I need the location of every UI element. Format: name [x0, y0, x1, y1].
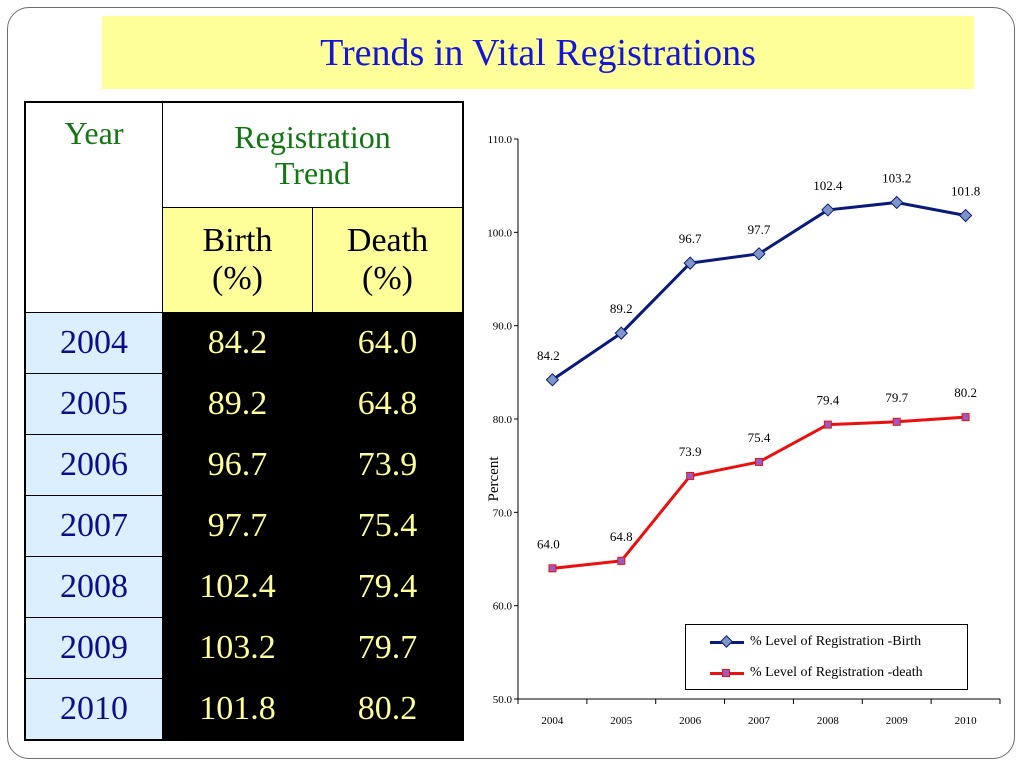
data-label-death: 73.9 [679, 444, 702, 459]
cell-death: 64.0 [312, 312, 464, 374]
chart-legend: % Level of Registration -Birth % Level o… [685, 624, 968, 690]
table-subheader-row: Birth (%) Death (%) [25, 207, 464, 313]
cell-birth: 84.2 [162, 312, 313, 374]
y-tick-label: 100.0 [487, 227, 512, 239]
data-label-birth: 102.4 [813, 178, 843, 193]
legend-line-birth [710, 634, 744, 648]
table-row: 2005 89.2 64.8 [24, 373, 464, 435]
cell-birth: 97.7 [162, 495, 313, 557]
cell-death: 80.2 [312, 678, 464, 741]
data-label-death: 75.4 [748, 430, 771, 445]
data-label-death: 80.2 [954, 385, 977, 400]
cell-year: 2004 [24, 312, 163, 374]
registration-table: Year Registration Trend Birth (%) Death … [24, 101, 464, 741]
y-tick-label: 70.0 [493, 507, 513, 519]
data-label-death: 79.7 [885, 390, 908, 405]
data-point-death [548, 564, 557, 573]
slide-frame [7, 7, 1015, 759]
table-row: 2007 97.7 75.4 [24, 495, 464, 557]
header-year: Year [24, 101, 163, 313]
legend-item-death: % Level of Registration -death [686, 662, 923, 684]
table-row: 2006 96.7 73.9 [24, 434, 464, 496]
legend-item-birth: % Level of Registration -Birth [686, 631, 921, 653]
data-point-death [823, 420, 832, 429]
header-birth: Birth (%) [162, 207, 313, 313]
y-tick-label: 80.0 [493, 414, 513, 426]
y-tick-label: 60.0 [493, 601, 513, 613]
table-row: 2008 102.4 79.4 [24, 556, 464, 618]
data-point-birth [752, 247, 766, 261]
data-point-birth [958, 208, 973, 223]
cell-death: 64.8 [312, 373, 464, 435]
legend-label-death: % Level of Registration -death [750, 665, 923, 680]
data-label-birth: 89.2 [610, 301, 633, 316]
y-tick-label: 90.0 [493, 321, 513, 333]
cell-year: 2010 [24, 678, 163, 741]
table-header-row: Year Registration Trend [24, 101, 464, 313]
header-death: Death (%) [312, 207, 464, 313]
data-point-birth [821, 203, 835, 217]
cell-birth: 101.8 [162, 678, 313, 741]
data-label-birth: 101.8 [951, 184, 980, 199]
x-tick-label: 2010 [955, 715, 978, 727]
square-marker-icon [722, 668, 730, 677]
diamond-marker-icon [720, 634, 733, 648]
x-tick-label: 2004 [541, 715, 564, 727]
cell-birth: 96.7 [162, 434, 313, 496]
x-tick-label: 2007 [748, 715, 771, 727]
data-label-birth: 96.7 [679, 231, 702, 246]
cell-year: 2008 [24, 556, 163, 618]
x-tick-label: 2006 [679, 715, 702, 727]
cell-year: 2007 [24, 495, 163, 557]
cell-year: 2009 [24, 617, 163, 679]
data-point-birth [614, 326, 628, 340]
cell-year: 2006 [24, 434, 163, 496]
data-point-death [892, 417, 901, 426]
data-label-death: 64.0 [537, 536, 560, 551]
header-death-text: Death (%) [346, 222, 429, 297]
table-row: 2010 101.8 80.2 [24, 678, 464, 741]
header-registration-trend-text: Registration Trend [234, 119, 391, 191]
cell-birth: 103.2 [162, 617, 313, 679]
table-row: 2009 103.2 79.7 [24, 617, 464, 679]
cell-death: 79.7 [312, 617, 464, 679]
cell-death: 73.9 [312, 434, 464, 496]
data-point-birth [545, 373, 560, 387]
cell-death: 79.4 [312, 556, 464, 618]
data-label-birth: 84.2 [537, 348, 560, 363]
data-point-death [961, 413, 970, 422]
data-point-death [755, 457, 763, 466]
data-label-death: 79.4 [816, 393, 839, 408]
data-point-death [686, 471, 695, 480]
cell-year: 2005 [24, 373, 163, 435]
data-label-death: 64.8 [610, 529, 633, 544]
y-axis-title: Percent [486, 456, 502, 502]
slide-title: Trends in Vital Registrations [320, 31, 756, 74]
data-point-birth [683, 256, 697, 270]
x-tick-label: 2008 [817, 715, 840, 727]
table-row: 2004 84.2 64.0 [24, 312, 464, 374]
cell-birth: 102.4 [162, 556, 313, 618]
data-label-birth: 97.7 [748, 222, 771, 237]
registration-line-chart: 50.0 60.0 70.0 80.0 90.0 100.0 110.0 2004 2005 20… [486, 134, 1001, 727]
data-point-death [617, 556, 626, 565]
y-tick-label: 50.0 [493, 694, 513, 706]
x-tick-label: 2005 [610, 715, 633, 727]
title-banner: Trends in Vital Registrations [102, 16, 974, 89]
legend-line-death [710, 668, 744, 677]
cell-death: 75.4 [312, 495, 464, 557]
y-tick-label: 110.0 [488, 134, 513, 146]
data-point-birth [890, 195, 904, 210]
header-registration-trend: Registration Trend [162, 101, 464, 208]
cell-birth: 89.2 [162, 373, 313, 435]
legend-label-birth: % Level of Registration -Birth [750, 634, 922, 649]
x-tick-label: 2009 [886, 715, 909, 727]
data-label-birth: 103.2 [882, 170, 911, 185]
header-birth-text: Birth (%) [202, 222, 273, 297]
